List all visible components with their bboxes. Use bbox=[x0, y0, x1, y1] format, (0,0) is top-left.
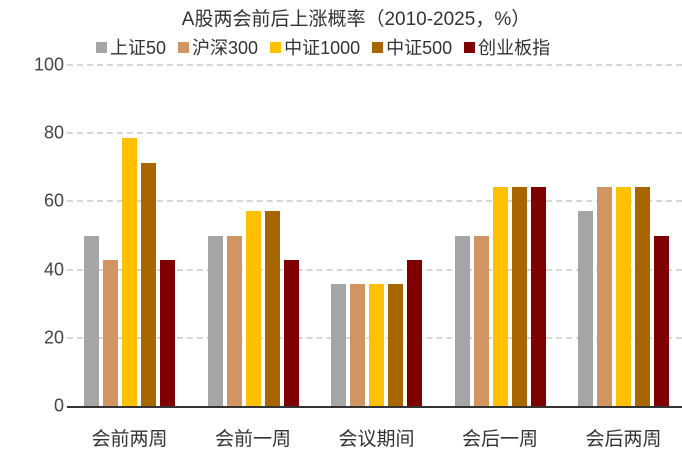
bar bbox=[331, 284, 346, 406]
bar bbox=[473, 235, 489, 406]
legend-label: 中证500 bbox=[386, 38, 453, 58]
bar bbox=[492, 186, 508, 406]
bar bbox=[454, 235, 470, 406]
legend: 上证50 沪深300 中证1000 中证500 创业板指 bbox=[96, 34, 550, 60]
bar bbox=[578, 211, 593, 406]
legend-item: 沪深300 bbox=[178, 34, 258, 60]
bar bbox=[84, 235, 99, 406]
legend-label: 中证1000 bbox=[284, 38, 361, 58]
bar bbox=[530, 186, 546, 406]
legend-label: 创业板指 bbox=[478, 38, 551, 58]
legend-item: 中证1000 bbox=[270, 34, 360, 60]
legend-swatch bbox=[178, 41, 190, 53]
y-tick-label: 80 bbox=[43, 122, 64, 143]
bar bbox=[511, 186, 527, 406]
bar bbox=[350, 284, 365, 406]
y-tick-label: 40 bbox=[43, 259, 64, 280]
legend-swatch bbox=[372, 41, 384, 53]
bar bbox=[207, 235, 223, 406]
bar bbox=[141, 162, 156, 406]
gridline bbox=[67, 268, 682, 271]
legend-item: 创业板指 bbox=[464, 34, 550, 60]
bar bbox=[122, 137, 137, 406]
x-tick-label: 会议期间 bbox=[338, 428, 415, 450]
bar bbox=[226, 235, 242, 406]
gridline bbox=[67, 132, 682, 135]
legend-swatch bbox=[464, 41, 476, 53]
bar bbox=[407, 259, 422, 406]
chart-title: A股两会前后上涨概率（2010-2025，%） bbox=[181, 9, 531, 30]
legend-label: 上证50 bbox=[110, 38, 167, 58]
x-tick-label: 会后一周 bbox=[461, 428, 539, 450]
x-tick-label: 会前两周 bbox=[91, 428, 168, 450]
legend-item: 中证500 bbox=[372, 34, 452, 60]
bar bbox=[597, 186, 612, 406]
bar bbox=[283, 259, 299, 406]
legend-swatch bbox=[270, 41, 282, 53]
y-tick-label: 20 bbox=[43, 327, 64, 348]
x-axis-line bbox=[67, 406, 682, 408]
x-tick-label: 会前一周 bbox=[214, 428, 292, 450]
legend-swatch bbox=[96, 41, 107, 53]
y-tick-label: 100 bbox=[33, 54, 64, 75]
bar bbox=[264, 211, 280, 406]
gridline bbox=[67, 200, 682, 203]
legend-label: 沪深300 bbox=[192, 38, 259, 58]
bar bbox=[654, 235, 669, 406]
bar bbox=[388, 284, 403, 406]
bar bbox=[103, 259, 118, 406]
x-tick-label: 会后两周 bbox=[585, 428, 662, 450]
bar bbox=[160, 259, 175, 406]
bar bbox=[635, 186, 650, 406]
bar bbox=[369, 284, 384, 406]
bar bbox=[245, 211, 261, 406]
y-tick-label: 60 bbox=[43, 190, 64, 211]
bar bbox=[616, 186, 631, 406]
y-tick-label: 0 bbox=[53, 395, 64, 416]
gridline bbox=[67, 64, 682, 66]
legend-item: 上证50 bbox=[96, 34, 166, 60]
